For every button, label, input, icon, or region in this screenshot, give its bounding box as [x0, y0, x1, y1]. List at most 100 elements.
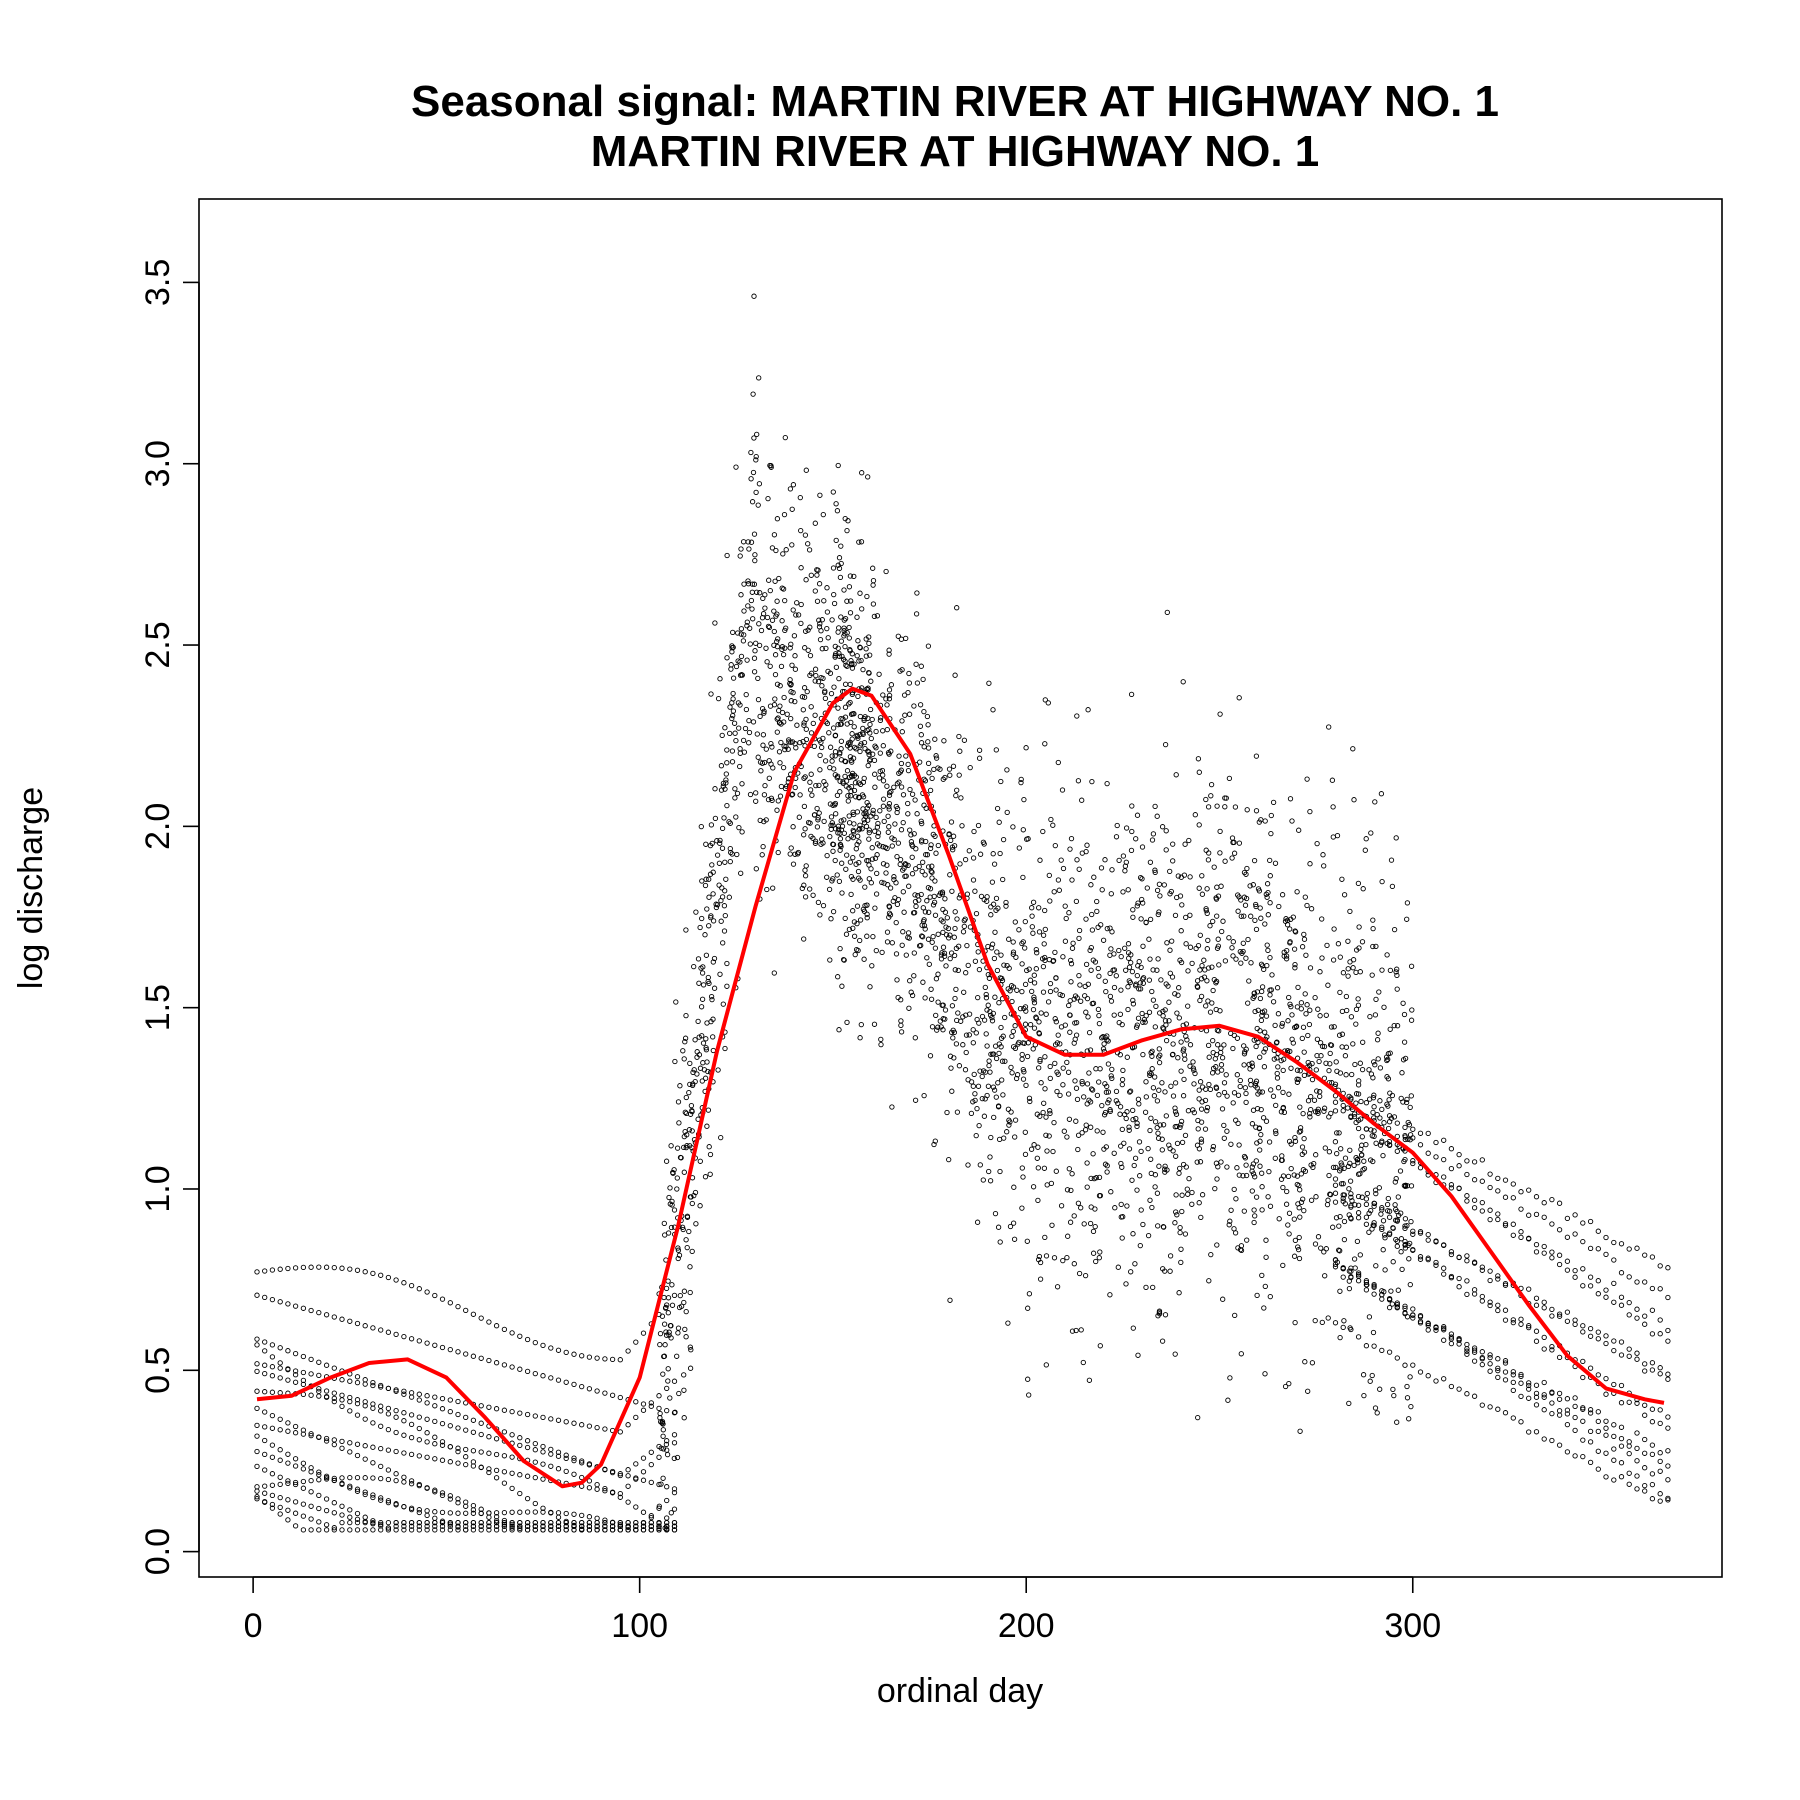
data-point	[886, 696, 893, 702]
data-point	[1391, 926, 1398, 933]
data-point	[362, 1381, 368, 1387]
data-point	[1101, 1146, 1107, 1152]
data-point	[1155, 911, 1161, 918]
data-point	[989, 941, 996, 947]
data-point	[1398, 1095, 1404, 1102]
data-point	[871, 1021, 878, 1027]
data-point	[1386, 1119, 1393, 1125]
data-point	[308, 1469, 314, 1475]
data-point	[838, 715, 844, 722]
data-point	[1371, 1128, 1377, 1134]
data-point	[789, 506, 795, 512]
data-point	[331, 1477, 337, 1484]
data-point	[1233, 1196, 1239, 1202]
data-point	[1319, 1043, 1326, 1049]
data-point	[1642, 1436, 1648, 1443]
data-point	[1381, 1232, 1388, 1238]
data-point	[715, 1067, 721, 1073]
data-point	[985, 971, 991, 978]
data-point	[1182, 1132, 1189, 1139]
data-point	[874, 824, 881, 830]
data-point	[1657, 1263, 1663, 1269]
data-point	[699, 878, 705, 884]
data-point	[711, 955, 718, 962]
data-point	[1572, 1427, 1578, 1434]
data-point	[1611, 1347, 1617, 1354]
data-point	[1267, 900, 1273, 906]
data-point	[782, 627, 788, 634]
data-point	[1342, 1155, 1349, 1161]
data-point	[1321, 1105, 1328, 1111]
data-point	[927, 787, 934, 794]
data-point	[782, 597, 788, 604]
data-point	[1410, 1160, 1416, 1167]
data-point	[841, 628, 847, 634]
data-point	[354, 1441, 361, 1447]
data-point	[1178, 1122, 1184, 1128]
data-point	[1088, 944, 1094, 951]
data-point	[657, 1341, 663, 1348]
data-point	[625, 1467, 631, 1473]
data-point	[1595, 1329, 1601, 1335]
data-point	[509, 1521, 515, 1528]
data-point	[1533, 1241, 1540, 1248]
data-point	[1425, 1256, 1431, 1263]
data-point	[1355, 880, 1362, 887]
data-point	[1386, 1230, 1393, 1236]
data-point	[927, 1053, 934, 1059]
data-point	[1372, 1012, 1379, 1018]
data-point	[1370, 917, 1376, 923]
data-point	[863, 646, 869, 652]
data-point	[1196, 769, 1202, 775]
data-point	[1238, 897, 1244, 903]
data-point	[1572, 1414, 1578, 1421]
data-point	[1038, 1010, 1044, 1016]
data-point	[1198, 1119, 1205, 1125]
data-point	[432, 1394, 438, 1400]
data-point	[1390, 1259, 1396, 1265]
data-point	[439, 1509, 446, 1516]
data-point	[802, 532, 809, 538]
data-point	[991, 861, 998, 867]
data-point	[1257, 1138, 1263, 1144]
data-point	[1392, 1179, 1398, 1185]
data-point	[861, 908, 868, 914]
data-point	[851, 933, 858, 939]
data-point	[594, 1486, 600, 1492]
data-point	[918, 891, 924, 898]
data-point	[292, 1499, 299, 1505]
data-point	[393, 1414, 399, 1420]
data-point	[262, 1389, 268, 1395]
data-point	[1595, 1466, 1601, 1472]
data-point	[563, 1349, 569, 1356]
data-point	[1353, 1006, 1360, 1013]
data-point	[697, 1203, 703, 1209]
data-point	[899, 729, 905, 735]
data-point	[1371, 1222, 1377, 1229]
data-point	[1051, 889, 1057, 895]
data-point	[951, 952, 958, 959]
data-point	[1073, 1327, 1079, 1334]
data-point	[1402, 1136, 1408, 1143]
data-point	[1657, 1450, 1663, 1456]
data-point	[724, 655, 730, 661]
data-point	[1276, 1216, 1282, 1222]
data-point	[664, 1515, 670, 1521]
data-point	[1526, 1323, 1532, 1329]
data-point	[762, 605, 768, 611]
data-point	[1456, 1341, 1462, 1347]
data-point	[1126, 1127, 1132, 1133]
data-point	[677, 1292, 683, 1299]
data-point	[447, 1519, 453, 1526]
data-point	[989, 879, 996, 885]
data-point	[973, 1132, 979, 1139]
data-point	[1464, 1341, 1470, 1348]
data-point	[1595, 1291, 1601, 1297]
data-point	[1178, 1118, 1185, 1125]
data-point	[1305, 1032, 1311, 1039]
data-point	[509, 1470, 515, 1476]
data-point	[1363, 1287, 1370, 1293]
data-point	[1346, 1400, 1352, 1407]
data-point	[416, 1523, 422, 1529]
data-point	[734, 851, 740, 858]
